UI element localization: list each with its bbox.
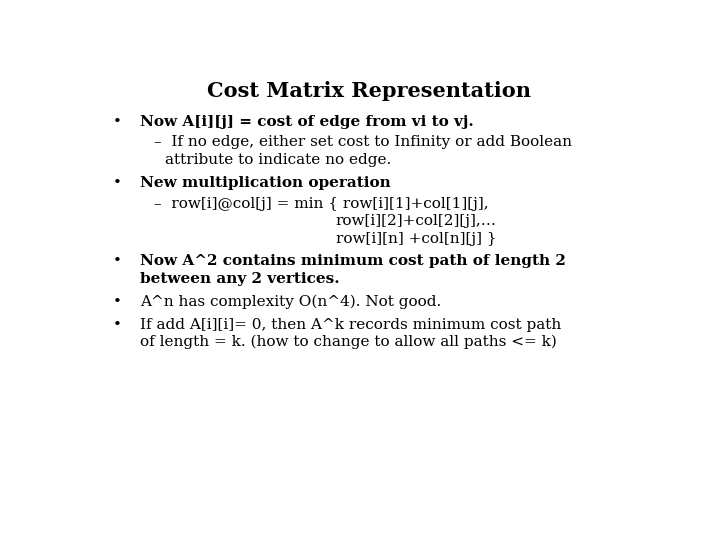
Text: row[i][n] +col[n][j] }: row[i][n] +col[n][j] } (336, 232, 496, 246)
Text: of length = k. (how to change to allow all paths <= k): of length = k. (how to change to allow a… (140, 335, 557, 349)
Text: •: • (112, 318, 121, 332)
Text: Now A^2 contains minimum cost path of length 2: Now A^2 contains minimum cost path of le… (140, 254, 566, 268)
Text: •: • (112, 254, 121, 268)
Text: attribute to indicate no edge.: attribute to indicate no edge. (166, 153, 392, 167)
Text: If add A[i][i]= 0, then A^k records minimum cost path: If add A[i][i]= 0, then A^k records mini… (140, 318, 562, 332)
Text: •: • (112, 114, 121, 129)
Text: Now A[i][j] = cost of edge from vi to vj.: Now A[i][j] = cost of edge from vi to vj… (140, 114, 474, 129)
Text: •: • (112, 295, 121, 309)
Text: •: • (112, 176, 121, 190)
Text: A^n has complexity O(n^4). Not good.: A^n has complexity O(n^4). Not good. (140, 295, 441, 309)
Text: –  If no edge, either set cost to Infinity or add Boolean: – If no edge, either set cost to Infinit… (154, 136, 572, 150)
Text: –  row[i]@col[j] = min { row[i][1]+col[1][j],: – row[i]@col[j] = min { row[i][1]+col[1]… (154, 197, 489, 211)
Text: between any 2 vertices.: between any 2 vertices. (140, 272, 340, 286)
Text: row[i][2]+col[2][j],…: row[i][2]+col[2][j],… (336, 214, 497, 228)
Text: Cost Matrix Representation: Cost Matrix Representation (207, 82, 531, 102)
Text: New multiplication operation: New multiplication operation (140, 176, 391, 190)
